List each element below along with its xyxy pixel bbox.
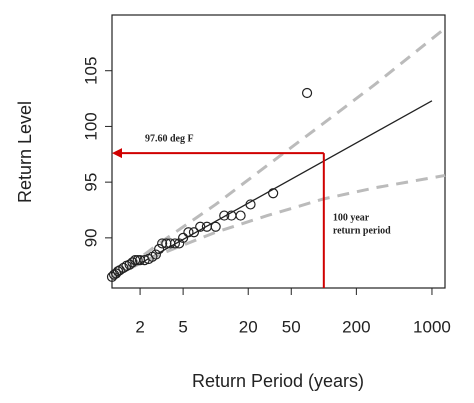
annotation-arrowhead [112,148,122,159]
y-tick-label: 100 [81,112,100,140]
y-tick-label: 105 [81,57,100,85]
x-tick-label: 5 [178,317,187,336]
data-point [195,221,206,232]
data-point [132,255,143,266]
x-tick-label: 200 [342,317,370,336]
y-tick-label: 90 [81,228,100,247]
data-point [150,249,161,260]
x-tick-label: 20 [239,317,258,336]
y-tick-label: 95 [81,173,100,192]
plot-frame [111,14,446,289]
data-point [219,210,230,221]
data-point [178,232,189,243]
data-point [268,188,279,199]
x-axis-title: Return Period (years) [192,371,364,391]
x-tick-label: 50 [282,317,301,336]
confidence-line [111,173,446,279]
data-point [154,243,165,255]
data-point [245,199,256,210]
data-point [127,257,138,268]
data-point [169,238,181,249]
annotation-label: return period [333,225,391,236]
data-point [183,227,194,238]
data-point [118,262,129,274]
data-point [301,87,313,99]
data-point [157,238,168,249]
data-point [210,221,221,232]
data-point [112,266,124,277]
data-point [110,268,122,279]
x-tick-label: 1000 [413,317,451,336]
y-axis-title: Return Level [15,101,35,203]
x-tick-label: 2 [135,317,144,336]
confidence-line [111,27,446,281]
annotation-label: 100 year [333,212,370,223]
data-point [235,210,246,221]
annotation-label: 97.60 deg F [145,133,194,144]
fit-line [111,100,433,280]
data-point [188,227,200,238]
